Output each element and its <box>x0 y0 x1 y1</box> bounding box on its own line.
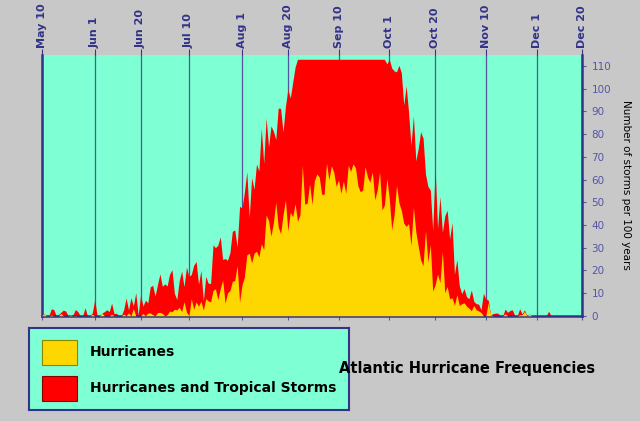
Text: Hurricanes: Hurricanes <box>90 345 175 359</box>
Bar <box>42 376 77 401</box>
Bar <box>42 340 77 365</box>
Y-axis label: Number of storms per 100 years: Number of storms per 100 years <box>621 100 630 270</box>
Text: Hurricanes and Tropical Storms: Hurricanes and Tropical Storms <box>90 381 336 395</box>
Text: Atlantic Hurricane Frequencies: Atlantic Hurricane Frequencies <box>339 361 595 376</box>
